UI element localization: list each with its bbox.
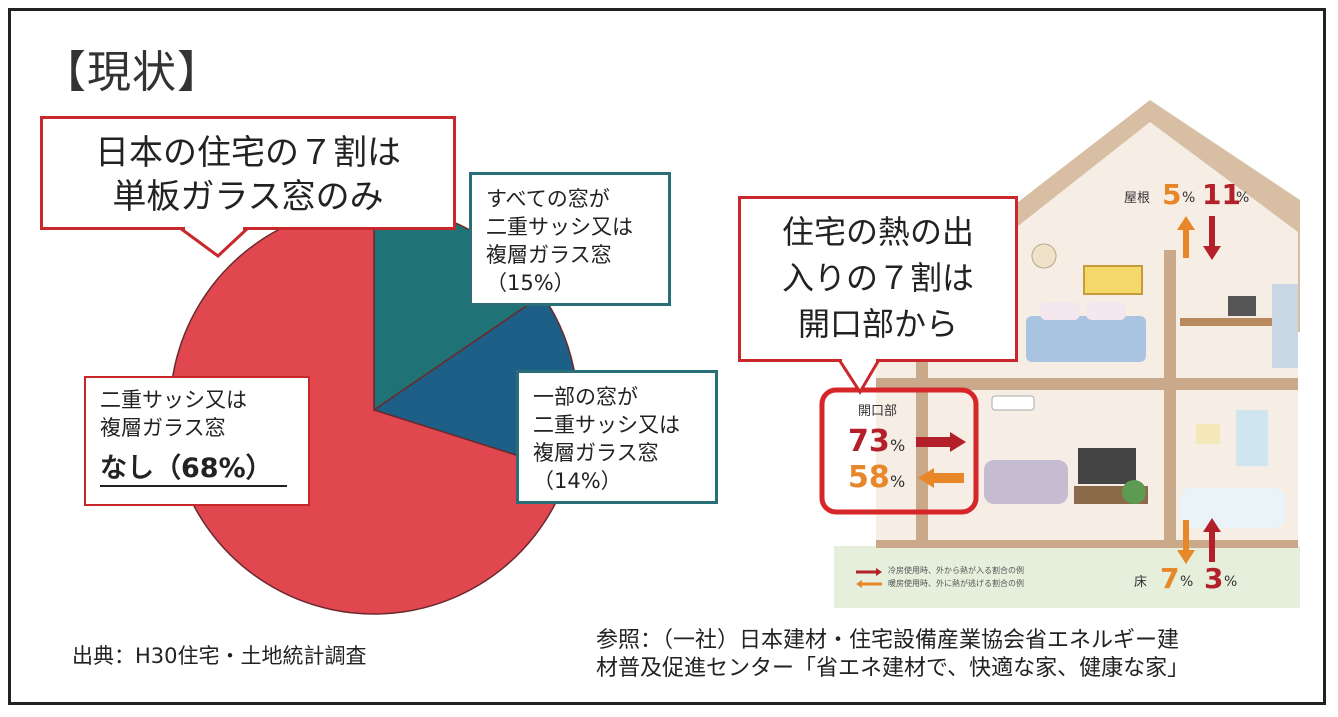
opening-in-unit: % (890, 472, 906, 491)
label-line: 二重サッシ又は (100, 388, 247, 412)
label-line: 複層ガラス窓 (533, 441, 659, 465)
reference-line-1: 参照：（一社）日本建材・住宅設備産業協会省エネルギー建 (596, 628, 1180, 653)
floor-in-unit: % (1224, 574, 1238, 590)
page-title: 【現状】 (42, 47, 222, 98)
label-strong: なし（68%） (100, 446, 287, 487)
label-line: 二重サッシ又は (533, 413, 680, 437)
roof-out-value: 5 (1162, 178, 1182, 211)
main-callout-line-2: 単板ガラス窓のみ (112, 177, 384, 217)
floor-label: 床 (1134, 575, 1148, 590)
label-line: （15%） (486, 271, 575, 295)
opening-in-value: 58 (848, 460, 890, 495)
floor-in-value: 3 (1204, 562, 1224, 595)
roof-in-value: 11 (1202, 178, 1241, 211)
floor-out-value: 7 (1160, 562, 1180, 595)
callout-all-windows: すべての窓が 二重サッシ又は 複層ガラス窓 （15%） (469, 172, 671, 306)
legend-cool: 冷房使用時、外から熱が入る割合の例 (888, 566, 1024, 575)
opening-label: 開口部 (858, 404, 898, 419)
label-line: 一部の窓が (533, 385, 638, 409)
roof-out-unit: % (1182, 190, 1196, 206)
heat-callout: 住宅の熱の出 入りの７割は 開口部から (738, 196, 1018, 362)
label-line: （14%） (533, 469, 622, 493)
legend-heat: 暖房使用時、外に熱が逃げる割合の例 (888, 579, 1024, 588)
source-note: 出典：H30住宅・土地統計調査 (72, 644, 367, 668)
opening-out-unit: % (890, 436, 906, 455)
label-line: 二重サッシ又は (486, 215, 633, 239)
label-line: 複層ガラス窓 (486, 243, 612, 267)
main-callout-line-1: 日本の住宅の７割は (95, 133, 401, 173)
heat-callout-line-1: 住宅の熱の出 (781, 213, 974, 251)
figure-frame (8, 8, 1326, 705)
opening-out-value: 73 (848, 424, 890, 459)
floor-out-unit: % (1180, 574, 1194, 590)
label-line: 複層ガラス窓 (100, 416, 226, 440)
heat-callout-line-2: 入りの７割は (781, 259, 974, 297)
callout-none: 二重サッシ又は 複層ガラス窓 なし（68%） (84, 376, 310, 506)
label-line: すべての窓が (486, 187, 610, 211)
callout-some-windows: 一部の窓が 二重サッシ又は 複層ガラス窓 （14%） (516, 370, 718, 504)
roof-label: 屋根 (1124, 191, 1151, 206)
main-callout: 日本の住宅の７割は 単板ガラス窓のみ (40, 116, 456, 230)
roof-in-unit: % (1236, 190, 1250, 206)
pointer-seam (842, 356, 876, 362)
heat-callout-line-3: 開口部から (797, 305, 958, 343)
pointer-seam (185, 224, 243, 230)
reference-line-2: 材普及促進センター「省エネ建材で、快適な家、健康な家」 (596, 656, 1190, 681)
